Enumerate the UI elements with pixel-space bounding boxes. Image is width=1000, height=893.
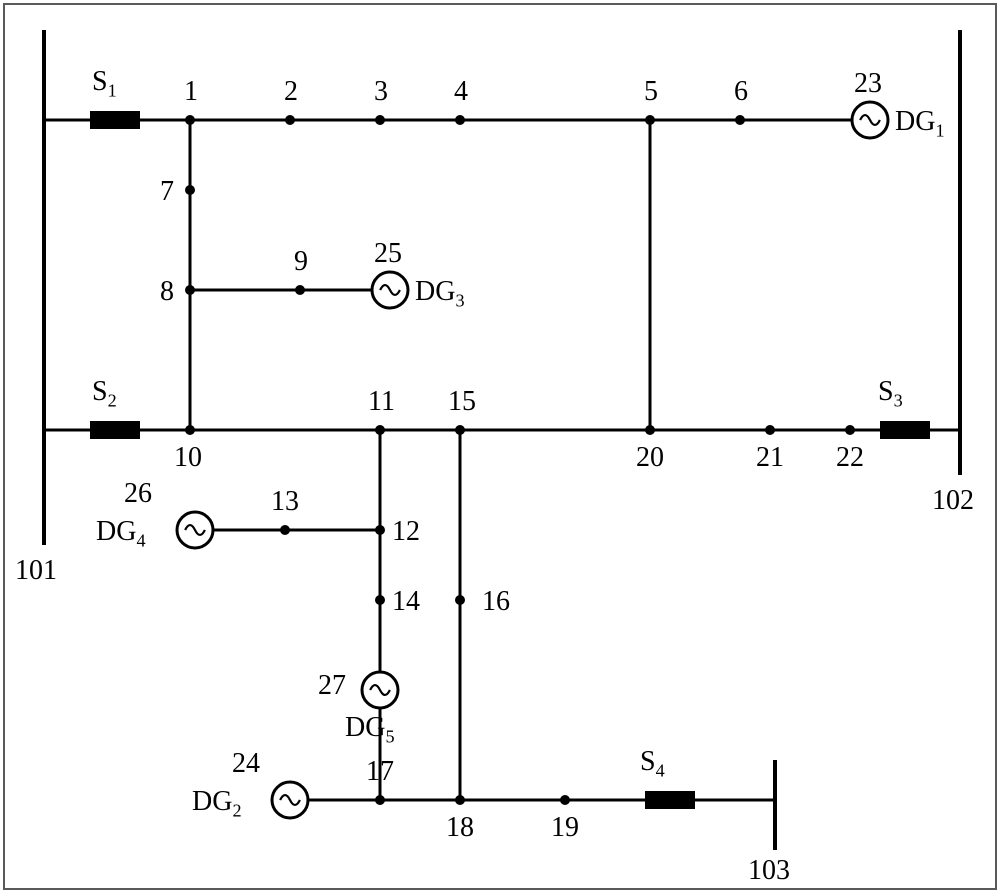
dg-num-DG3: 25 (374, 238, 402, 270)
dg-label-DG3: DG3 (415, 276, 465, 312)
dg-label-DG1: DG1 (895, 106, 945, 142)
node-label-9: 9 (294, 246, 308, 278)
node-label-12: 12 (392, 516, 420, 548)
node-13 (280, 525, 290, 535)
diagram-canvas: 101102103S1S2S3S423DG125DG326DG427DG524D… (0, 0, 1000, 893)
switch-rect-S2 (90, 421, 140, 439)
dg-num-DG5: 27 (318, 670, 346, 702)
node-label-4: 4 (454, 76, 468, 108)
node-1 (185, 115, 195, 125)
dg-num-DG1: 23 (854, 68, 882, 100)
node-label-22: 22 (836, 442, 864, 474)
dg-label-DG2: DG2 (192, 786, 242, 822)
node-label-2: 2 (284, 76, 298, 108)
node-9 (295, 285, 305, 295)
node-16 (455, 595, 465, 605)
node-4 (455, 115, 465, 125)
node-12 (375, 525, 385, 535)
node-11 (375, 425, 385, 435)
node-label-15: 15 (448, 386, 476, 418)
node-20 (645, 425, 655, 435)
node-label-16: 16 (482, 586, 510, 618)
node-label-3: 3 (374, 76, 388, 108)
node-18 (455, 795, 465, 805)
node-label-17: 17 (366, 756, 394, 788)
dg-num-DG2: 24 (232, 748, 260, 780)
node-label-6: 6 (734, 76, 748, 108)
node-label-5: 5 (644, 76, 658, 108)
node-label-1: 1 (184, 76, 198, 108)
switch-label-S4: S4 (640, 746, 665, 782)
switch-label-S1: S1 (92, 66, 117, 102)
node-label-8: 8 (160, 276, 174, 308)
node-19 (560, 795, 570, 805)
node-2 (285, 115, 295, 125)
dg-num-DG4: 26 (124, 478, 152, 510)
switch-label-S2: S2 (92, 376, 117, 412)
node-label-10: 10 (174, 442, 202, 474)
node-label-7: 7 (160, 176, 174, 208)
node-label-11: 11 (368, 386, 395, 418)
node-label-13: 13 (271, 486, 299, 518)
bus-label-101: 101 (15, 555, 57, 587)
bus-label-102: 102 (932, 485, 974, 517)
node-label-14: 14 (392, 586, 420, 618)
node-8 (185, 285, 195, 295)
node-15 (455, 425, 465, 435)
bus-label-103: 103 (748, 855, 790, 887)
switch-label-S3: S3 (878, 376, 903, 412)
node-5 (645, 115, 655, 125)
node-label-21: 21 (756, 442, 784, 474)
node-14 (375, 595, 385, 605)
switch-rect-S1 (90, 111, 140, 129)
node-label-20: 20 (636, 442, 664, 474)
switch-rect-S4 (645, 791, 695, 809)
dg-label-DG5: DG5 (345, 712, 395, 748)
node-3 (375, 115, 385, 125)
switch-rect-S3 (880, 421, 930, 439)
node-10 (185, 425, 195, 435)
node-label-18: 18 (446, 812, 474, 844)
node-6 (735, 115, 745, 125)
node-7 (185, 185, 195, 195)
node-17 (375, 795, 385, 805)
node-21 (765, 425, 775, 435)
node-22 (845, 425, 855, 435)
node-label-19: 19 (551, 812, 579, 844)
dg-label-DG4: DG4 (96, 516, 146, 552)
